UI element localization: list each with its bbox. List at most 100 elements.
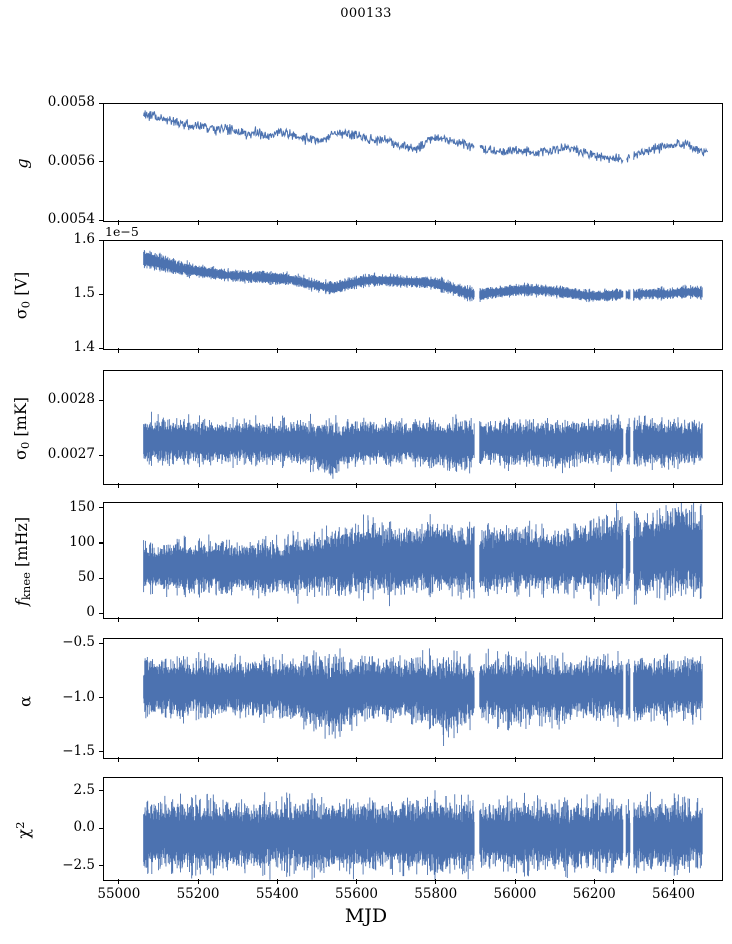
x-tick-mark [276,220,278,225]
data-trace [143,411,703,479]
x-tick-mark [672,617,675,622]
y-tick-label: 0.0058 [47,94,95,110]
y-tick-label: 100 [69,533,95,550]
x-tick-mark [514,348,516,353]
x-tick-mark [118,483,120,488]
panel-sigma0-mk-ylabel: σ0 [mK] [11,396,32,460]
y-tick-label: −2.5 [62,856,95,873]
y-tick-label: 2.5 [73,781,95,798]
panel-plot-area [143,110,709,165]
y-tick-mark [98,577,103,579]
x-tick-mark [514,483,516,488]
y-tick-mark [98,293,103,295]
x-tick-label: 55400 [255,886,299,902]
x-tick-mark [514,757,516,762]
y-tick-mark [98,507,103,509]
data-trace [143,110,709,165]
x-tick-mark [672,879,675,884]
y-tick-label: −0.5 [62,634,95,651]
x-tick-mark [672,483,675,488]
panel-plot-area [143,790,703,880]
x-tick-mark [356,483,358,488]
x-tick-mark [672,757,675,762]
x-tick-mark [435,617,437,622]
x-tick-mark [118,617,120,622]
x-tick-mark [276,617,278,622]
y-tick-label: 0.0056 [47,152,95,169]
x-tick-mark [276,483,278,488]
x-tick-mark [197,879,199,884]
xaxis-label: MJD [344,905,388,927]
data-trace [143,790,703,880]
x-tick-mark [118,220,120,225]
x-tick-mark [593,879,595,884]
x-tick-mark [672,220,675,225]
x-tick-mark [197,220,199,225]
y-tick-mark [98,790,103,792]
y-tick-mark [98,751,103,753]
x-tick-mark [514,879,516,884]
x-tick-mark [276,879,278,884]
x-tick-mark [197,483,199,488]
y-tick-label: 0 [86,604,95,621]
x-tick-mark [593,220,595,225]
x-tick-mark [118,348,120,353]
y-tick-mark [98,161,103,163]
y-tick-mark [98,399,103,401]
y-tick-label: 1.6 [73,231,95,247]
x-tick-mark [593,757,595,762]
x-tick-mark [197,617,199,622]
x-tick-mark [276,757,278,762]
y-tick-label: 0.0 [73,819,95,835]
y-tick-label: 150 [69,498,95,515]
x-tick-mark [118,879,120,884]
x-tick-label: 56000 [493,886,537,902]
x-tick-mark [435,483,437,488]
x-tick-mark [356,617,358,622]
y-tick-mark [98,612,103,615]
data-trace [143,503,703,607]
x-tick-mark [118,757,120,762]
x-tick-mark [356,879,358,884]
y-tick-label: 1.4 [73,339,95,355]
x-tick-mark [435,348,437,353]
y-tick-label: 1.5 [73,285,95,301]
x-tick-mark [356,220,358,225]
panel-plot-area [143,648,703,747]
figure-title: 000133 [340,6,392,21]
x-tick-mark [197,348,199,353]
y-tick-label: 0.0028 [47,391,95,408]
x-tick-mark [197,757,199,762]
x-tick-mark [356,757,358,762]
x-tick-label: 55800 [414,886,458,902]
y-tick-label: −1.5 [62,742,95,759]
x-tick-mark [356,348,358,353]
x-tick-label: 55600 [335,886,378,902]
y-tick-mark [98,102,103,104]
x-tick-mark [514,617,516,622]
x-tick-mark [276,348,278,353]
panel-plot-area [143,503,703,607]
panel-plot-area [143,411,703,479]
x-tick-mark [435,757,437,762]
x-tick-label: 55200 [176,886,220,902]
panel-sigma0-mk [103,370,723,485]
y-tick-mark [98,347,103,349]
panel-chi2 [103,777,723,881]
x-tick-label: 56200 [572,886,616,902]
y-tick-label: 50 [77,569,95,586]
x-tick-mark [593,483,595,488]
data-trace [143,648,703,747]
y-tick-label: 0.0054 [47,211,95,227]
y-tick-mark [98,454,103,457]
x-tick-mark [435,879,437,884]
panel-sigma0-volt [103,240,723,350]
panel-plot-area [143,249,703,303]
panel-alpha [103,638,723,759]
y-tick-mark [98,219,103,221]
x-tick-label: 55000 [97,886,141,902]
panel-fknee [103,502,723,619]
y-tick-mark [98,827,103,829]
x-tick-mark [593,348,595,353]
